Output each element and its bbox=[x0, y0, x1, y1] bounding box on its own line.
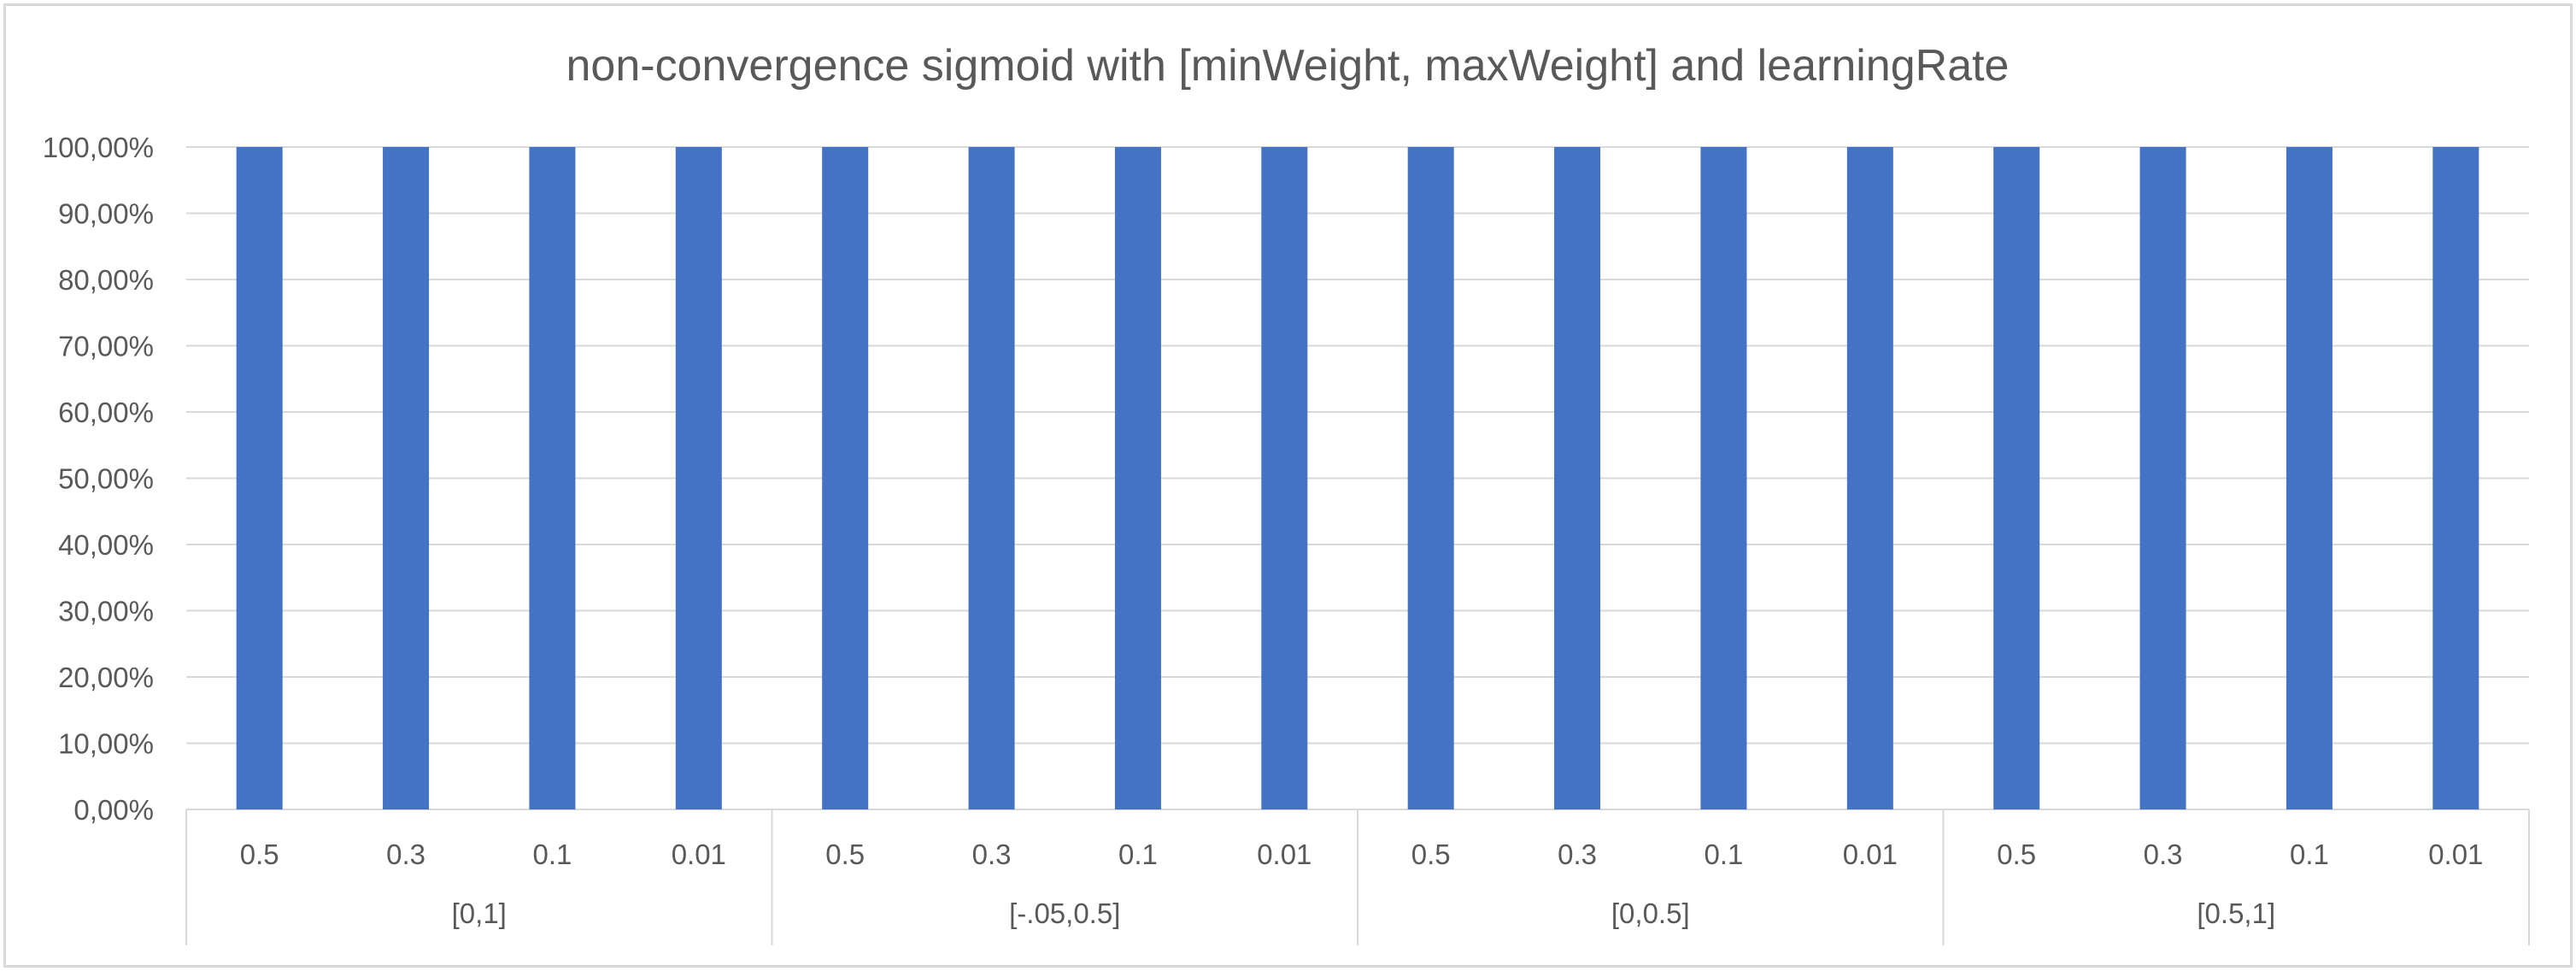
x-category-label: 0.5 bbox=[240, 839, 279, 870]
bar bbox=[822, 147, 869, 809]
y-axis-ticks: 0,00% 10,00% 20,00% 30,00% 40,00% 50,00% 60,00… bbox=[43, 132, 154, 826]
bar bbox=[1700, 147, 1747, 809]
bar bbox=[675, 147, 722, 809]
x-group-label: [-.05,0.5] bbox=[1009, 897, 1120, 929]
x-category-label: 0.3 bbox=[386, 839, 425, 870]
y-tick-label: 20,00% bbox=[58, 662, 154, 693]
bar bbox=[1114, 147, 1161, 809]
bar bbox=[529, 147, 576, 809]
x-category-label: 0.1 bbox=[533, 839, 572, 870]
x-category-label: 0.01 bbox=[1843, 839, 1898, 870]
bar bbox=[383, 147, 430, 809]
bar bbox=[1261, 147, 1308, 809]
bar bbox=[2139, 147, 2186, 809]
bar bbox=[2432, 147, 2479, 809]
y-tick-label: 50,00% bbox=[58, 463, 154, 495]
y-tick-label: 70,00% bbox=[58, 331, 154, 362]
x-group-label: [0,0.5] bbox=[1611, 897, 1690, 929]
bar bbox=[1993, 147, 2040, 809]
x-group-label: [0.5,1] bbox=[2197, 897, 2275, 929]
bar bbox=[1554, 147, 1601, 809]
x-category-label: 0.1 bbox=[2290, 839, 2329, 870]
x-category-label: 0.3 bbox=[2144, 839, 2183, 870]
y-tick-label: 0,00% bbox=[73, 794, 154, 826]
bars bbox=[236, 147, 2479, 809]
y-tick-label: 100,00% bbox=[43, 132, 154, 163]
x-category-label: 0.01 bbox=[1257, 839, 1311, 870]
bar bbox=[2286, 147, 2332, 809]
y-tick-label: 90,00% bbox=[58, 198, 154, 230]
x-axis: 0.5 0.3 0.1 0.01 [0,1] 0.5 0.3 0.1 0.01 [-.05,0.5… bbox=[185, 809, 2530, 945]
grid-lines bbox=[186, 146, 2529, 810]
x-category-label: 0.5 bbox=[1411, 839, 1451, 870]
x-category-label: 0.3 bbox=[1558, 839, 1597, 870]
bar bbox=[1846, 147, 1893, 809]
x-category-label: 0.1 bbox=[1705, 839, 1744, 870]
bar bbox=[1407, 147, 1454, 809]
x-category-label: 0.01 bbox=[2428, 839, 2483, 870]
chart-title: non-convergence sigmoid with [minWeight,… bbox=[566, 41, 2010, 91]
x-category-label: 0.1 bbox=[1118, 839, 1158, 870]
y-tick-label: 10,00% bbox=[58, 728, 154, 760]
x-category-label: 0.01 bbox=[672, 839, 726, 870]
x-category-label: 0.5 bbox=[1997, 839, 2036, 870]
y-tick-label: 30,00% bbox=[58, 596, 154, 627]
x-group-label: [0,1] bbox=[452, 897, 507, 929]
y-tick-label: 60,00% bbox=[58, 397, 154, 428]
y-tick-label: 40,00% bbox=[58, 529, 154, 561]
x-category-label: 0.3 bbox=[972, 839, 1012, 870]
x-category-label: 0.5 bbox=[825, 839, 865, 870]
y-tick-label: 80,00% bbox=[58, 264, 154, 296]
bar bbox=[968, 147, 1015, 809]
bar bbox=[236, 147, 283, 809]
